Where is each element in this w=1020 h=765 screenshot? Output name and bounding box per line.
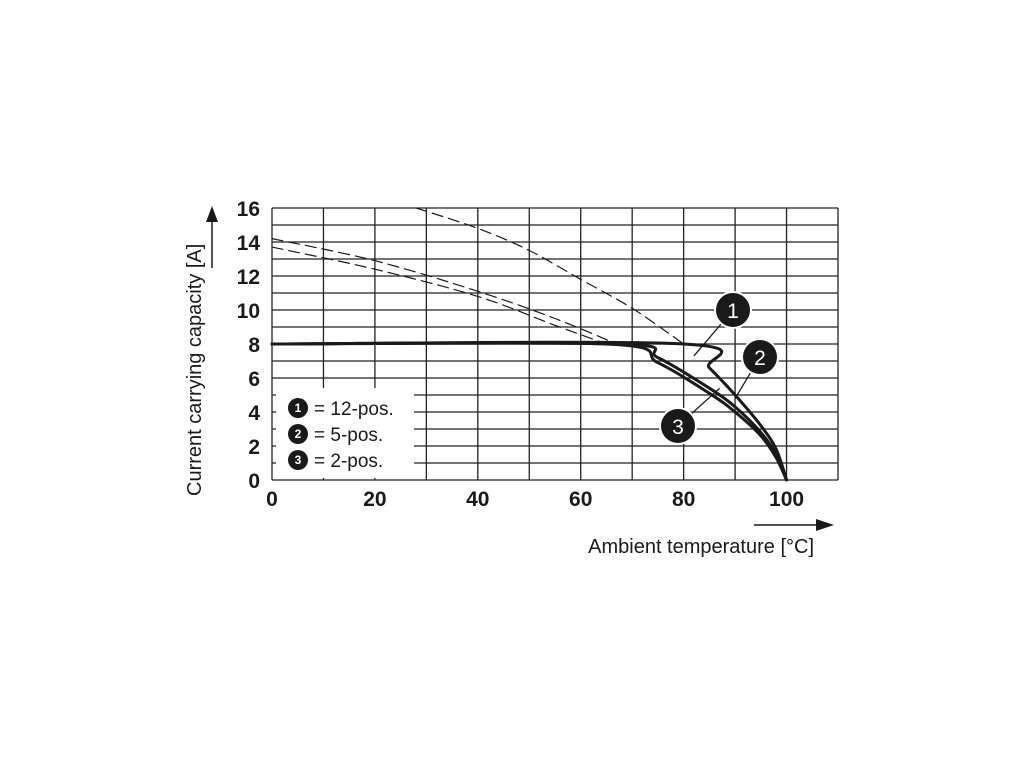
x-tick-label: 100 [769,488,804,511]
legend-item-3: 3 = 2-pos. [288,450,383,472]
legend-marker-1 [288,398,308,418]
legend-label-2: = 5-pos. [314,425,383,446]
legend: 1 = 12-pos. 2 = 5-pos. 3 = 2-pos. [276,388,414,478]
x-tick-label: 20 [363,488,386,511]
series-line-3-dashed [271,246,608,345]
y-tick-label: 14 [237,232,261,255]
legend-label-1: = 12-pos. [314,399,394,420]
x-axis-title: Ambient temperature [°C] [588,536,814,558]
legend-marker-text-2: 2 [295,427,302,441]
y-tick-label: 2 [248,436,260,459]
legend-label-3: = 2-pos. [314,451,383,472]
callout-badge-3 [659,407,697,445]
legend-marker-3 [288,450,308,470]
x-tick-label: 40 [466,488,489,511]
series-line-2-dashed [271,238,618,345]
x-tick-labels: 0 20 40 60 80 100 [266,488,804,511]
x-axis-arrow-head [816,519,834,531]
y-tick-label: 12 [237,266,260,289]
series-line-3-solid [270,341,789,482]
y-tick-label: 6 [248,368,260,391]
x-tick-label: 0 [266,488,278,511]
series-lines [270,207,789,482]
legend-marker-text-3: 3 [295,453,302,467]
x-tick-label: 60 [569,488,592,511]
series-callouts: 1 2 3 [659,291,779,445]
callout-badge-2 [741,338,779,376]
y-tick-label: 4 [248,402,260,425]
y-axis-title-group: Current carrying capacity [A] [184,206,218,496]
legend-item-1: 1 = 12-pos. [288,398,394,420]
y-axis-title: Current carrying capacity [A] [184,244,206,496]
legend-marker-text-1: 1 [295,401,302,415]
x-axis-title-group: Ambient temperature [°C] [588,519,834,558]
y-tick-label: 16 [237,198,260,221]
callout-text-2: 2 [754,347,766,370]
y-tick-label: 8 [248,334,260,357]
y-tick-label: 10 [237,300,260,323]
y-axis-arrow-head [206,206,218,222]
callout-badge-1 [714,291,752,329]
legend-item-2: 2 = 5-pos. [288,424,383,446]
series-line-1-dashed [415,207,685,345]
callout-text-3: 3 [672,416,684,439]
x-tick-label: 80 [672,488,695,511]
callout-text-1: 1 [727,300,739,323]
y-tick-labels: 0 2 4 6 8 10 12 14 16 [237,198,261,493]
legend-marker-2 [288,424,308,444]
y-tick-label: 0 [248,470,260,493]
